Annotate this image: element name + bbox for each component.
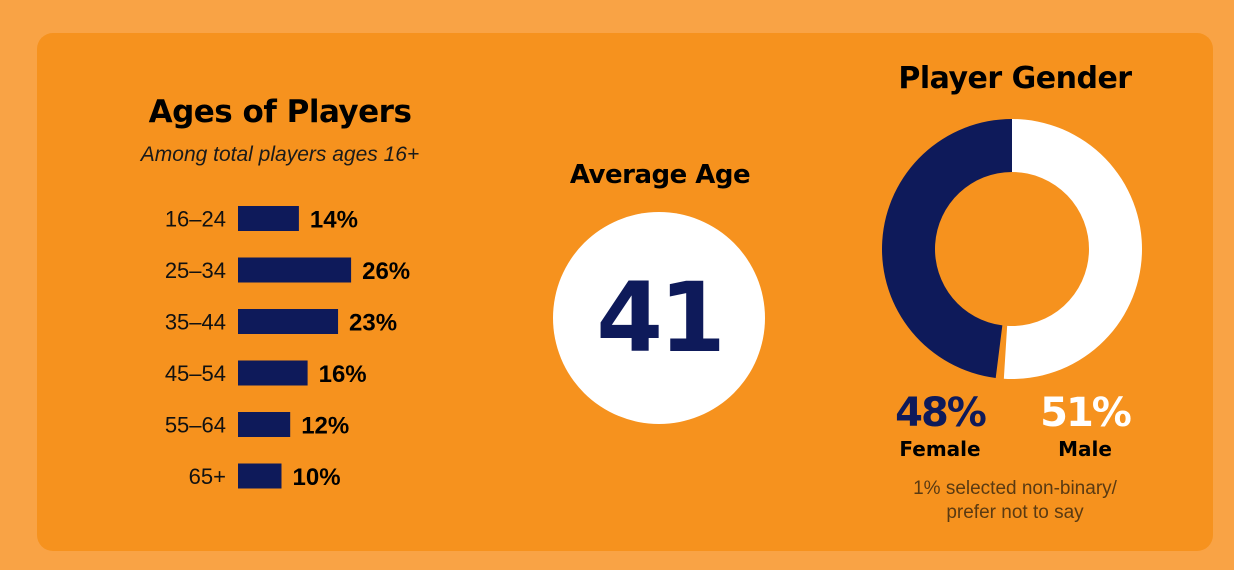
age-category-label: 55–64 <box>165 413 226 438</box>
male-label: Male <box>1058 437 1112 461</box>
age-bar-value-label: 14% <box>310 207 358 234</box>
female-label: Female <box>899 437 981 461</box>
gender-note-line-2: prefer not to say <box>946 502 1084 523</box>
gender-note-line-1: 1% selected non-binary/ <box>913 478 1117 499</box>
age-bar <box>238 257 352 283</box>
age-bar-value-label: 23% <box>349 310 397 337</box>
gender-note: 1% selected non-binary/prefer not to say <box>860 477 1170 525</box>
age-category-label: 65+ <box>189 464 226 489</box>
average-age-value: 41 <box>596 262 726 374</box>
ages-bar-chart: 16–24 14% 25–34 26% 35–44 23% 45–54 16% 55–64 12%… <box>165 206 410 491</box>
age-category-label: 45–54 <box>165 361 226 386</box>
age-bar <box>238 309 339 334</box>
age-category-label: 16–24 <box>165 207 226 232</box>
age-bar <box>238 463 282 489</box>
female-percent: 48% <box>895 390 987 436</box>
average-age-circle <box>553 212 765 424</box>
donut-slice-male <box>1003 119 1143 380</box>
age-bar-value-label: 16% <box>319 361 367 388</box>
gender-donut-chart <box>881 119 1143 380</box>
age-bar-value-label: 26% <box>362 258 410 285</box>
male-percent: 51% <box>1040 390 1132 436</box>
average-age-title: Average Age <box>569 160 751 190</box>
age-bar-value-label: 12% <box>301 413 349 440</box>
ages-chart-subtitle: Among total players ages 16+ <box>140 143 420 166</box>
age-bar <box>238 206 299 231</box>
age-bar-value-label: 10% <box>293 464 341 491</box>
age-bar <box>238 360 308 386</box>
age-category-label: 25–34 <box>165 258 226 283</box>
donut-slice-female <box>881 119 1012 378</box>
age-category-label: 35–44 <box>165 310 226 335</box>
age-bar <box>238 412 291 437</box>
gender-chart-title: Player Gender <box>898 61 1132 96</box>
ages-chart-title: Ages of Players <box>148 94 412 130</box>
